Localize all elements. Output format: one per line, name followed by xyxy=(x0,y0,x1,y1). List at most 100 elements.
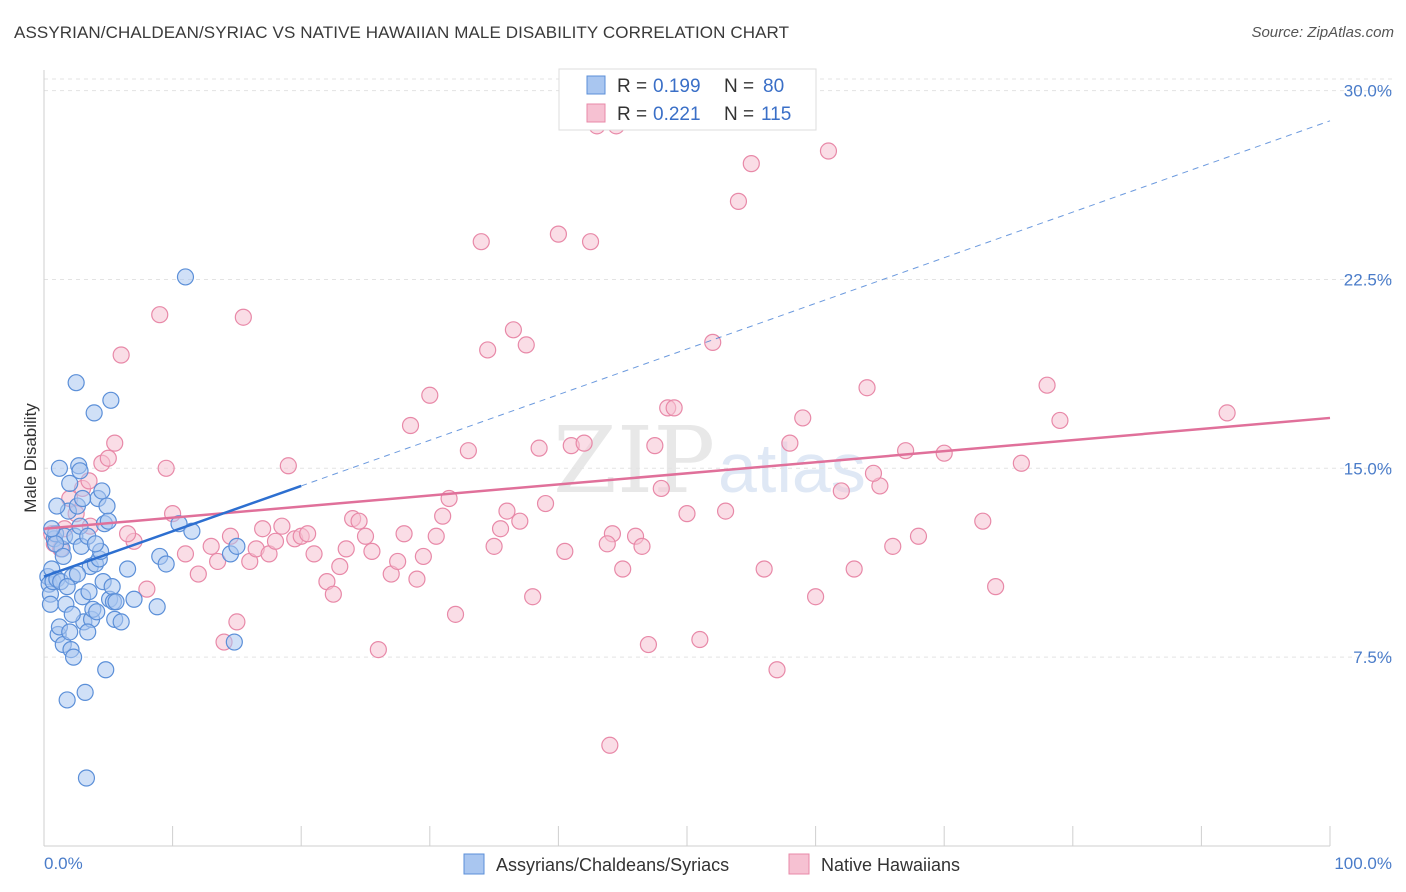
native-hawaiians-point-46 xyxy=(395,525,413,543)
bottom-legend-label-2: Native Hawaiians xyxy=(821,855,960,875)
native-hawaiians-point-63 xyxy=(524,588,542,606)
assyrians-point-77 xyxy=(79,623,97,641)
native-hawaiians-point-60 xyxy=(504,321,522,339)
bottom-legend-swatch-pink xyxy=(788,853,810,875)
native-hawaiians-point-100 xyxy=(909,527,928,545)
native-hawaiians-point-49 xyxy=(414,547,432,566)
assyrians-point-46 xyxy=(97,661,115,679)
native-hawaiians-point-20 xyxy=(209,552,227,571)
native-hawaiians-point-104 xyxy=(1012,454,1030,472)
assyrians-point-69 xyxy=(61,623,79,641)
native-hawaiians-point-42 xyxy=(363,542,381,560)
y-tick-label-2: 22.5% xyxy=(1344,270,1392,289)
assyrians-point-65 xyxy=(225,633,243,651)
native-hawaiians-point-40 xyxy=(350,512,368,530)
assyrians-point-60 xyxy=(157,555,175,573)
native-hawaiians-point-59 xyxy=(498,502,516,520)
native-hawaiians-point-58 xyxy=(485,537,503,555)
assyrians-point-31 xyxy=(77,769,96,787)
source-credit: Source: ZipAtlas.com xyxy=(1251,24,1394,41)
native-hawaiians-point-24 xyxy=(234,308,252,326)
x-axis-ticks xyxy=(43,826,1331,846)
legend-n-label-1: N = xyxy=(724,76,754,97)
native-hawaiians-point-88 xyxy=(755,560,773,578)
top-legend: R = 0.199 N = 80 R = 0.221 N = 115 xyxy=(558,68,817,131)
native-hawaiians-points xyxy=(43,117,1236,754)
legend-r-label-2: R = xyxy=(617,104,647,125)
native-hawaiians-point-79 xyxy=(652,479,670,498)
assyrians-point-51 xyxy=(103,578,121,596)
native-hawaiians-point-19 xyxy=(202,537,220,555)
native-hawaiians-point-77 xyxy=(639,635,658,654)
native-hawaiians-point-66 xyxy=(549,225,568,243)
native-hawaiians-point-33 xyxy=(299,525,317,543)
native-hawaiians-point-85 xyxy=(716,502,735,520)
assyrians-point-79 xyxy=(73,489,92,508)
assyrians-point-43 xyxy=(93,482,111,500)
native-hawaiians-point-41 xyxy=(356,527,375,545)
legend-r-value-2: 0.221 xyxy=(653,104,701,125)
native-hawaiians-point-70 xyxy=(581,233,600,251)
native-hawaiians-point-9 xyxy=(99,449,117,467)
legend-r-label-1: R = xyxy=(617,76,647,97)
assyrians-point-57 xyxy=(125,590,143,608)
native-hawaiians-point-99 xyxy=(897,442,915,460)
native-hawaiians-point-111 xyxy=(491,520,510,538)
native-hawaiians-point-51 xyxy=(427,527,445,545)
native-hawaiians-point-17 xyxy=(176,545,195,563)
native-hawaiians-point-48 xyxy=(408,570,426,588)
assyrians-point-30 xyxy=(76,683,94,702)
assyrians-point-47 xyxy=(98,497,116,515)
native-hawaiians-point-96 xyxy=(858,379,876,397)
native-hawaiians-point-69 xyxy=(575,434,593,452)
native-hawaiians-point-89 xyxy=(768,661,786,679)
assyrians-point-72 xyxy=(54,547,72,566)
assyrians-trend-line xyxy=(43,484,302,578)
native-hawaiians-point-95 xyxy=(845,560,863,578)
assyrians-point-76 xyxy=(68,565,87,583)
chart-title: ASSYRIAN/CHALDEAN/SYRIAC VS NATIVE HAWAI… xyxy=(14,23,790,42)
native-hawaiians-point-86 xyxy=(729,192,748,210)
bottom-legend-label-1: Assyrians/Chaldeans/Syriacs xyxy=(496,855,729,875)
native-hawaiians-point-84 xyxy=(704,333,722,351)
y-axis-title: Male Disability xyxy=(21,403,40,513)
assyrians-trend-extension xyxy=(301,120,1331,487)
native-hawaiians-point-27 xyxy=(254,520,272,538)
assyrians-point-37 xyxy=(85,404,103,422)
native-hawaiians-point-74 xyxy=(614,560,632,578)
native-hawaiians-point-62 xyxy=(517,336,535,354)
assyrians-point-16 xyxy=(58,691,76,709)
native-hawaiians-point-65 xyxy=(536,494,555,513)
assyrians-point-78 xyxy=(86,535,105,553)
native-hawaiians-point-47 xyxy=(401,416,420,435)
assyrians-point-73 xyxy=(63,605,81,623)
assyrians-point-3 xyxy=(41,595,60,613)
native-hawaiians-point-14 xyxy=(151,306,169,324)
assyrians-point-54 xyxy=(107,593,125,611)
assyrians-point-10 xyxy=(50,459,69,477)
native-hawaiians-point-83 xyxy=(691,630,709,649)
y-tick-label-0: 7.5% xyxy=(1353,648,1392,667)
assyrians-point-48 xyxy=(99,512,117,530)
native-hawaiians-point-38 xyxy=(337,540,355,558)
native-hawaiians-point-90 xyxy=(781,434,799,452)
assyrians-point-58 xyxy=(148,598,166,616)
native-hawaiians-point-23 xyxy=(228,613,246,631)
assyrians-point-33 xyxy=(80,583,98,601)
bottom-legend-swatch-blue xyxy=(463,853,485,875)
native-hawaiians-point-37 xyxy=(331,557,349,576)
y-tick-label-3: 30.0% xyxy=(1344,82,1392,101)
native-hawaiians-point-103 xyxy=(987,578,1005,596)
native-hawaiians-point-54 xyxy=(446,605,465,623)
native-hawaiians-point-57 xyxy=(479,341,497,359)
native-hawaiians-point-94 xyxy=(832,482,850,500)
native-hawaiians-point-64 xyxy=(530,439,548,457)
native-hawaiians-point-105 xyxy=(1038,376,1056,394)
watermark-zip: ZIP xyxy=(553,407,715,514)
native-hawaiians-point-10 xyxy=(106,434,124,452)
grid-lines xyxy=(44,78,1392,658)
native-hawaiians-point-110 xyxy=(273,517,291,535)
native-hawaiians-point-91 xyxy=(794,409,812,427)
native-hawaiians-point-18 xyxy=(189,565,207,583)
assyrians-point-75 xyxy=(58,578,76,596)
